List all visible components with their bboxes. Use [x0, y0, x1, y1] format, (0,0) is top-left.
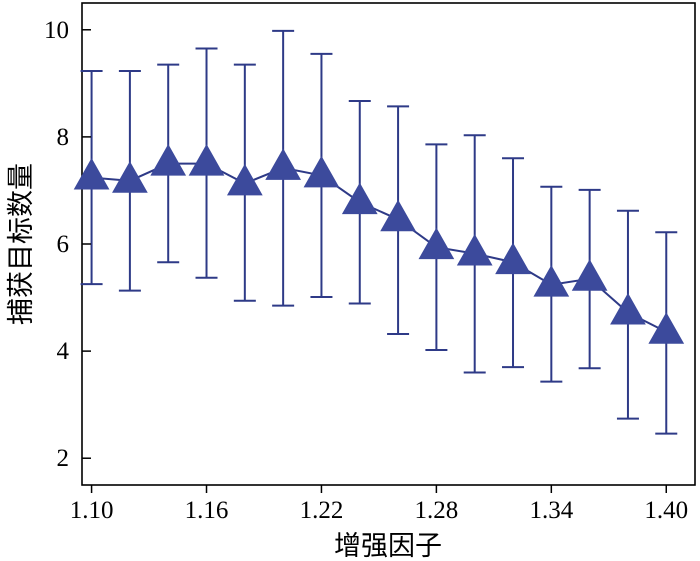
- data-point-marker: [456, 234, 493, 266]
- x-tick-label: 1.28: [415, 497, 459, 524]
- data-point-marker: [303, 155, 340, 188]
- y-ticks: 2 4 6 8 10: [44, 17, 91, 472]
- y-axis-title: 捕获目标数量: [6, 163, 37, 325]
- x-tick-label: 1.10: [70, 497, 114, 524]
- data-point-marker: [73, 157, 110, 190]
- data-point-marker: [648, 312, 685, 344]
- data-point-marker: [112, 161, 148, 193]
- x-axis-title: 增强因子: [334, 531, 442, 561]
- data-point-marker: [265, 148, 301, 180]
- data-point-marker: [571, 259, 608, 291]
- y-tick-label: 8: [57, 124, 70, 151]
- y-tick-label: 4: [57, 338, 70, 365]
- x-tick-label: 1.22: [300, 497, 344, 524]
- data-point-marker: [495, 242, 531, 275]
- data-point-marker: [341, 182, 378, 215]
- data-point-marker: [418, 227, 455, 260]
- data-point-marker: [610, 292, 646, 325]
- y-tick-label: 6: [57, 231, 70, 258]
- data-point-marker: [226, 163, 263, 196]
- y-tick-label: 10: [44, 17, 69, 44]
- data-point-marker: [533, 265, 570, 297]
- error-bars: [80, 29, 678, 435]
- plot-frame: [81, 2, 696, 486]
- markers: [73, 144, 685, 344]
- x-tick-label: 1.34: [529, 497, 573, 524]
- x-tick-label: 1.16: [185, 497, 229, 524]
- data-point-marker: [188, 144, 225, 176]
- data-point-marker: [150, 144, 187, 176]
- y-tick-label: 2: [57, 445, 70, 472]
- x-tick-label: 1.40: [644, 497, 688, 524]
- data-point-marker: [380, 199, 416, 232]
- x-ticks: 1.10 1.16 1.22 1.28 1.34 1.40: [70, 485, 688, 524]
- series-line: [91, 162, 667, 333]
